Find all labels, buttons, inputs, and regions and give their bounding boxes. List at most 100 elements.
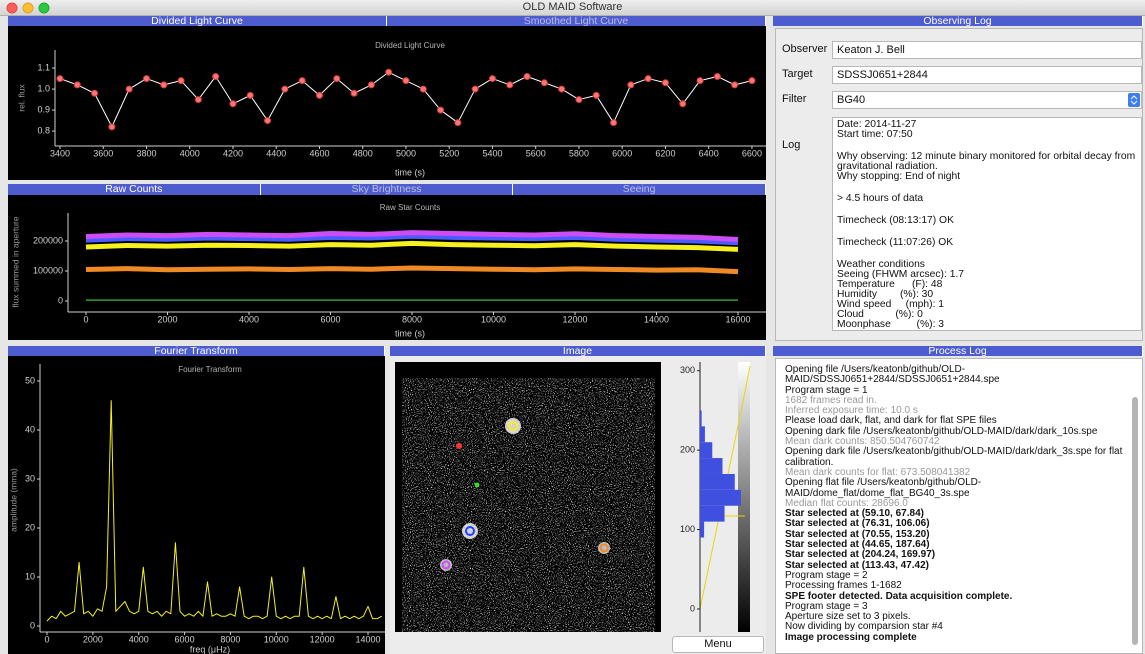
tab[interactable]: Fourier Transform: [8, 346, 385, 356]
data-point: [438, 107, 444, 113]
plot-background: [8, 356, 385, 654]
tab[interactable]: Raw Counts: [8, 184, 261, 195]
x-tick-label: 4000: [129, 634, 149, 644]
star-marker[interactable]: [475, 483, 480, 488]
log-line: Start time: 07:50: [837, 130, 1137, 140]
field-label: Filter: [782, 93, 806, 105]
data-point: [524, 73, 530, 79]
data-point: [628, 82, 634, 88]
log-line: Image processing complete: [785, 633, 1130, 643]
chart-title: Raw Star Counts: [380, 203, 440, 212]
select-arrow[interactable]: [1128, 93, 1140, 107]
y-tick-label: 0: [58, 295, 63, 305]
tab[interactable]: Sky Brightness: [261, 184, 514, 195]
y-axis-label: amplitude (mma): [8, 468, 18, 532]
field-label: Observer: [782, 43, 827, 55]
arrow-bg: [1128, 93, 1140, 107]
data-point: [265, 118, 271, 124]
star-marker[interactable]: [456, 443, 462, 449]
chart: Divided Light Curvetime (s)rel. flux3400…: [8, 26, 766, 180]
observing-log-panel: Observer Keaton J. Bell Target SDSSJ0651+28…: [775, 28, 1143, 341]
tab[interactable]: Process Log: [773, 346, 1143, 356]
y-tick-label: 0.8: [37, 125, 50, 135]
data-point: [92, 90, 98, 96]
y-tick-label: 50: [25, 375, 35, 385]
data-point: [109, 124, 115, 130]
data-point: [230, 101, 236, 107]
x-tick-label: 14000: [644, 314, 669, 324]
log-line: Why stopping: End of night: [837, 172, 1137, 182]
x-tick-label: 6000: [612, 148, 632, 158]
x-tick-label: 4400: [266, 148, 286, 158]
data-point: [420, 86, 426, 92]
x-tick-label: 6000: [175, 634, 195, 644]
tab[interactable]: Image: [390, 346, 766, 356]
histogram-bar: [700, 442, 712, 458]
log-line: Opening dark file /Users/keatonb/github/…: [785, 447, 1130, 468]
process-log-text: Opening file /Users/keatonb/github/OLD-M…: [785, 365, 1130, 643]
scrollbar[interactable]: [1132, 397, 1138, 645]
menu-button[interactable]: Menu: [672, 636, 764, 653]
x-tick-label: 4600: [309, 148, 329, 158]
x-tick-label: 2000: [157, 314, 177, 324]
tab[interactable]: Smoothed Light Curve: [387, 16, 766, 26]
field-label: Target: [782, 68, 813, 80]
x-tick-label: 12000: [310, 634, 335, 644]
x-axis-label: time (s): [395, 167, 425, 177]
y-tick-label: 0: [30, 620, 35, 630]
x-tick-label: 6000: [320, 314, 340, 324]
data-point: [749, 78, 755, 84]
x-tick-label: 8000: [402, 314, 422, 324]
tab[interactable]: Seeing: [513, 184, 766, 195]
image-noise: [402, 378, 655, 632]
data-point: [368, 82, 374, 88]
x-tick-label: 3800: [136, 148, 156, 158]
histogram-bar: [700, 506, 725, 522]
log-paragraph: Why observing: 12 minute binary monitore…: [837, 152, 1137, 182]
text-input[interactable]: SDSSJ0651+2844: [832, 66, 1142, 84]
y-tick-label: 40: [25, 424, 35, 434]
y-axis-label: rel. flux: [16, 84, 26, 112]
field-label: Log: [782, 139, 800, 151]
y-tick-label: 300: [680, 365, 695, 375]
x-tick-label: 4200: [223, 148, 243, 158]
tab[interactable]: Observing Log: [773, 16, 1143, 26]
x-tick-label: 2000: [83, 634, 103, 644]
data-point: [213, 73, 219, 79]
log-line: Timecheck (08:13:17) OK: [837, 216, 1137, 226]
data-point: [576, 97, 582, 103]
y-tick-label: 200: [680, 445, 695, 455]
filter-select[interactable]: BG40: [832, 91, 1142, 109]
data-point: [680, 101, 686, 107]
x-tick-label: 4800: [353, 148, 373, 158]
log-line: Why observing: 12 minute binary monitore…: [837, 152, 1137, 172]
data-point: [593, 92, 599, 98]
data-point: [74, 82, 80, 88]
tab[interactable]: Divided Light Curve: [8, 16, 387, 26]
histogram-bar: [700, 474, 735, 490]
x-tick-label: 8000: [220, 634, 240, 644]
log-line: Timecheck (11:07:26) OK: [837, 238, 1137, 248]
data-point: [507, 82, 513, 88]
data-point: [662, 80, 668, 86]
y-tick-label: 10: [25, 571, 35, 581]
log-paragraph: > 4.5 hours of data: [837, 194, 1137, 204]
x-tick-label: 14000: [355, 634, 380, 644]
data-point: [299, 78, 305, 84]
x-tick-label: 5000: [396, 148, 416, 158]
y-tick-label: 20: [25, 522, 35, 532]
text-input[interactable]: Keaton J. Bell: [832, 41, 1142, 59]
x-tick-label: 6200: [655, 148, 675, 158]
chart: Raw Star Countstime (s)flux summed in ap…: [8, 195, 766, 340]
histogram-bar: [700, 490, 741, 506]
data-point: [351, 90, 357, 96]
log-paragraph: Timecheck (08:13:17) OK: [837, 216, 1137, 226]
data-point: [559, 86, 565, 92]
app-window: OLD MAID Software: [0, 0, 1145, 654]
data-point: [455, 120, 461, 126]
data-point: [195, 97, 201, 103]
x-axis-label: freq (μHz): [190, 644, 230, 654]
y-tick-label: 0.9: [37, 104, 50, 114]
log-paragraph: Timecheck (11:07:26) OK: [837, 238, 1137, 248]
